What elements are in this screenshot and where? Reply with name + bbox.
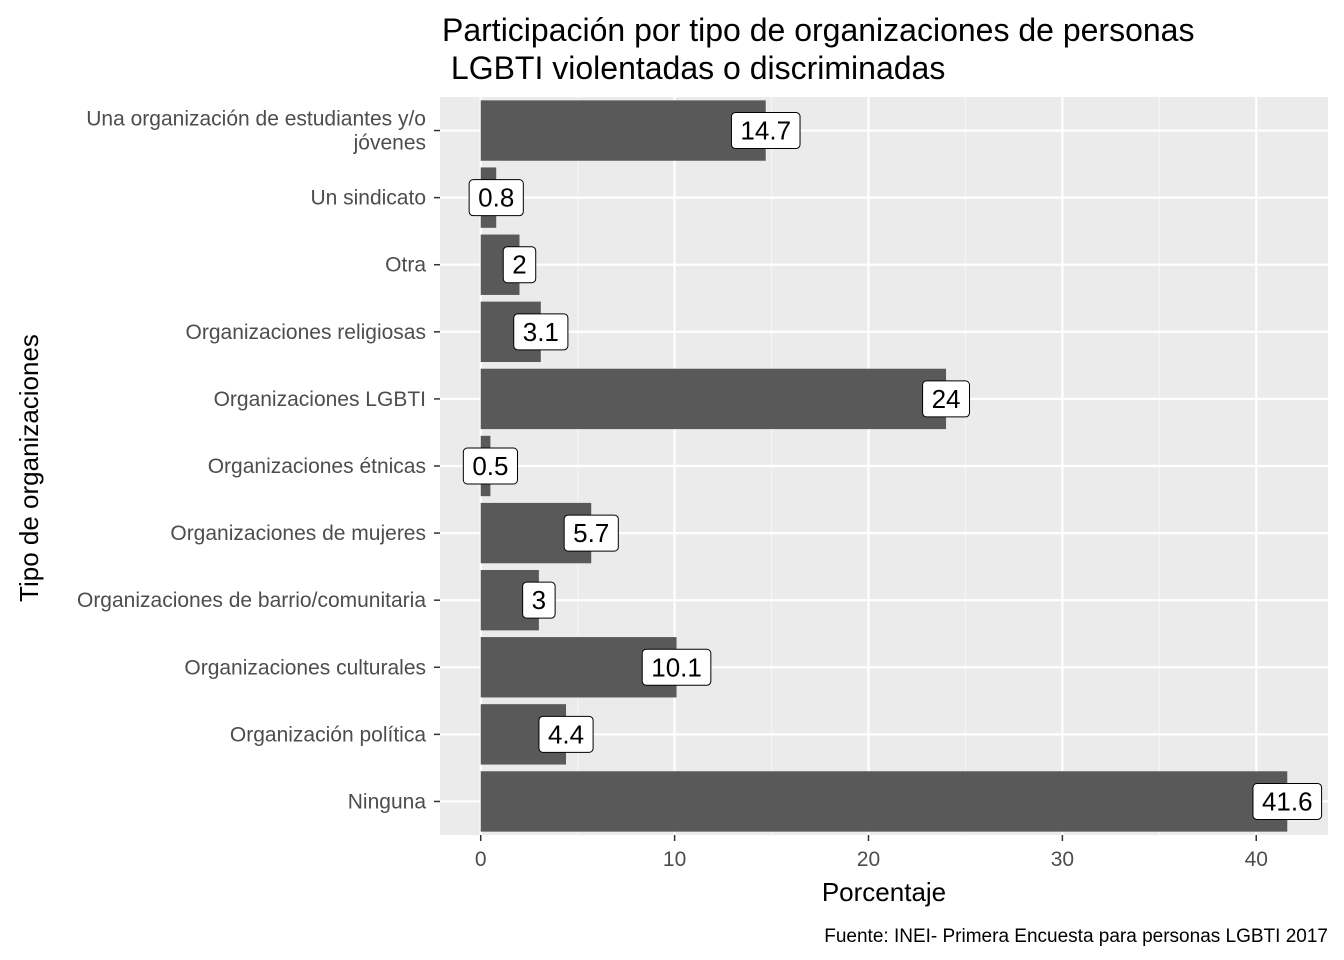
data-label-box <box>730 112 801 150</box>
data-label-box <box>922 380 971 418</box>
x-tick-label: 10 <box>663 848 686 871</box>
bars <box>480 100 1288 832</box>
data-label-text: 4.4 <box>548 719 584 749</box>
y-tick-label-line: Organización política <box>230 723 426 746</box>
data-label: 3 <box>522 581 556 619</box>
data-label-box <box>502 246 537 284</box>
y-tick-label: Organizaciones religiosas <box>186 321 426 344</box>
data-label: 14.7 <box>730 112 801 150</box>
data-label: 5.7 <box>563 514 619 552</box>
bar <box>480 771 1288 832</box>
y-tick-label-line: Organizaciones culturales <box>184 656 426 679</box>
data-label-text: 14.7 <box>740 116 791 146</box>
chart-caption: Fuente: INEI- Primera Encuesta para pers… <box>824 926 1328 947</box>
data-label: 4.4 <box>538 715 594 753</box>
y-tick-label: Una organización de estudiantes y/o jóven… <box>86 108 426 155</box>
y-tick-label: Un sindicato <box>310 187 426 210</box>
data-label-text: 41.6 <box>1262 786 1313 816</box>
x-axis-ticks: 0 10 20 30 40 <box>475 835 1268 871</box>
y-tick-label-line: jóvenes <box>353 132 426 155</box>
y-tick-label-line: Otra <box>385 254 426 277</box>
data-label: 41.6 <box>1252 782 1323 820</box>
y-tick-label: Otra <box>385 254 426 277</box>
y-tick-label-line: Una organización de estudiantes y/o <box>86 108 426 131</box>
y-tick-label-line: Organizaciones LGBTI <box>214 388 426 411</box>
y-tick-label: Organizaciones culturales <box>184 656 426 679</box>
data-label: 0.5 <box>462 447 518 485</box>
x-axis-title: Porcentaje <box>822 877 946 907</box>
y-tick-label: Organizaciones de mujeres <box>170 522 426 545</box>
data-label-text: 3 <box>532 585 546 615</box>
data-label-box <box>538 715 594 753</box>
data-label-text: 2 <box>512 250 526 280</box>
data-label-text: 24 <box>932 384 961 414</box>
data-label: 10.1 <box>641 648 712 686</box>
y-tick-label-line: Un sindicato <box>310 187 426 210</box>
y-tick-label: Organización política <box>230 723 426 746</box>
data-labels: 14.7 0.8 2 3.1 24 0.5 5.7 3 10.1 4.4 41.6 <box>462 112 1323 820</box>
y-tick-label-line: Organizaciones de barrio/comunitaria <box>77 589 426 612</box>
data-label-text: 10.1 <box>651 652 702 682</box>
y-tick-label-line: Organizaciones religiosas <box>186 321 426 344</box>
bar <box>480 368 947 430</box>
data-label-text: 0.8 <box>478 183 514 213</box>
data-label: 2 <box>502 246 537 284</box>
data-label: 24 <box>922 380 971 418</box>
y-tick-label: Organizaciones de barrio/comunitaria <box>77 589 426 612</box>
data-label-box <box>563 514 619 552</box>
x-tick-label: 30 <box>1051 848 1074 871</box>
y-tick-label-line: Ninguna <box>348 790 427 813</box>
y-axis-title: Tipo de organizaciones <box>14 334 44 602</box>
data-label-box <box>641 648 712 686</box>
data-label-text: 3.1 <box>523 317 559 347</box>
y-tick-label-line: Organizaciones de mujeres <box>170 522 426 545</box>
data-label: 0.8 <box>468 179 524 217</box>
data-label-text: 0.5 <box>472 451 508 481</box>
y-axis-ticks: Una organización de estudiantes y/o jóven… <box>77 108 440 813</box>
y-tick-label: Ninguna <box>348 790 427 813</box>
x-tick-label: 0 <box>475 848 487 871</box>
y-tick-label: Organizaciones étnicas <box>208 455 426 478</box>
chart-title-line-2: LGBTI violentadas o discriminadas <box>442 50 945 86</box>
x-tick-label: 40 <box>1245 848 1268 871</box>
y-tick-label-line: Organizaciones étnicas <box>208 455 426 478</box>
x-tick-label: 20 <box>857 848 880 871</box>
y-tick-label: Organizaciones LGBTI <box>214 388 426 411</box>
data-label-text: 5.7 <box>573 518 609 548</box>
data-label-box <box>462 447 518 485</box>
data-label-box <box>468 179 524 217</box>
data-label-box <box>513 313 569 351</box>
bar <box>480 100 766 161</box>
data-label-box <box>522 581 556 619</box>
chart-title-line-1: Participación por tipo de organizaciones… <box>442 12 1194 48</box>
data-label-box <box>1252 782 1323 820</box>
data-label: 3.1 <box>513 313 569 351</box>
chart-title: Participación por tipo de organizaciones… <box>442 12 1194 86</box>
